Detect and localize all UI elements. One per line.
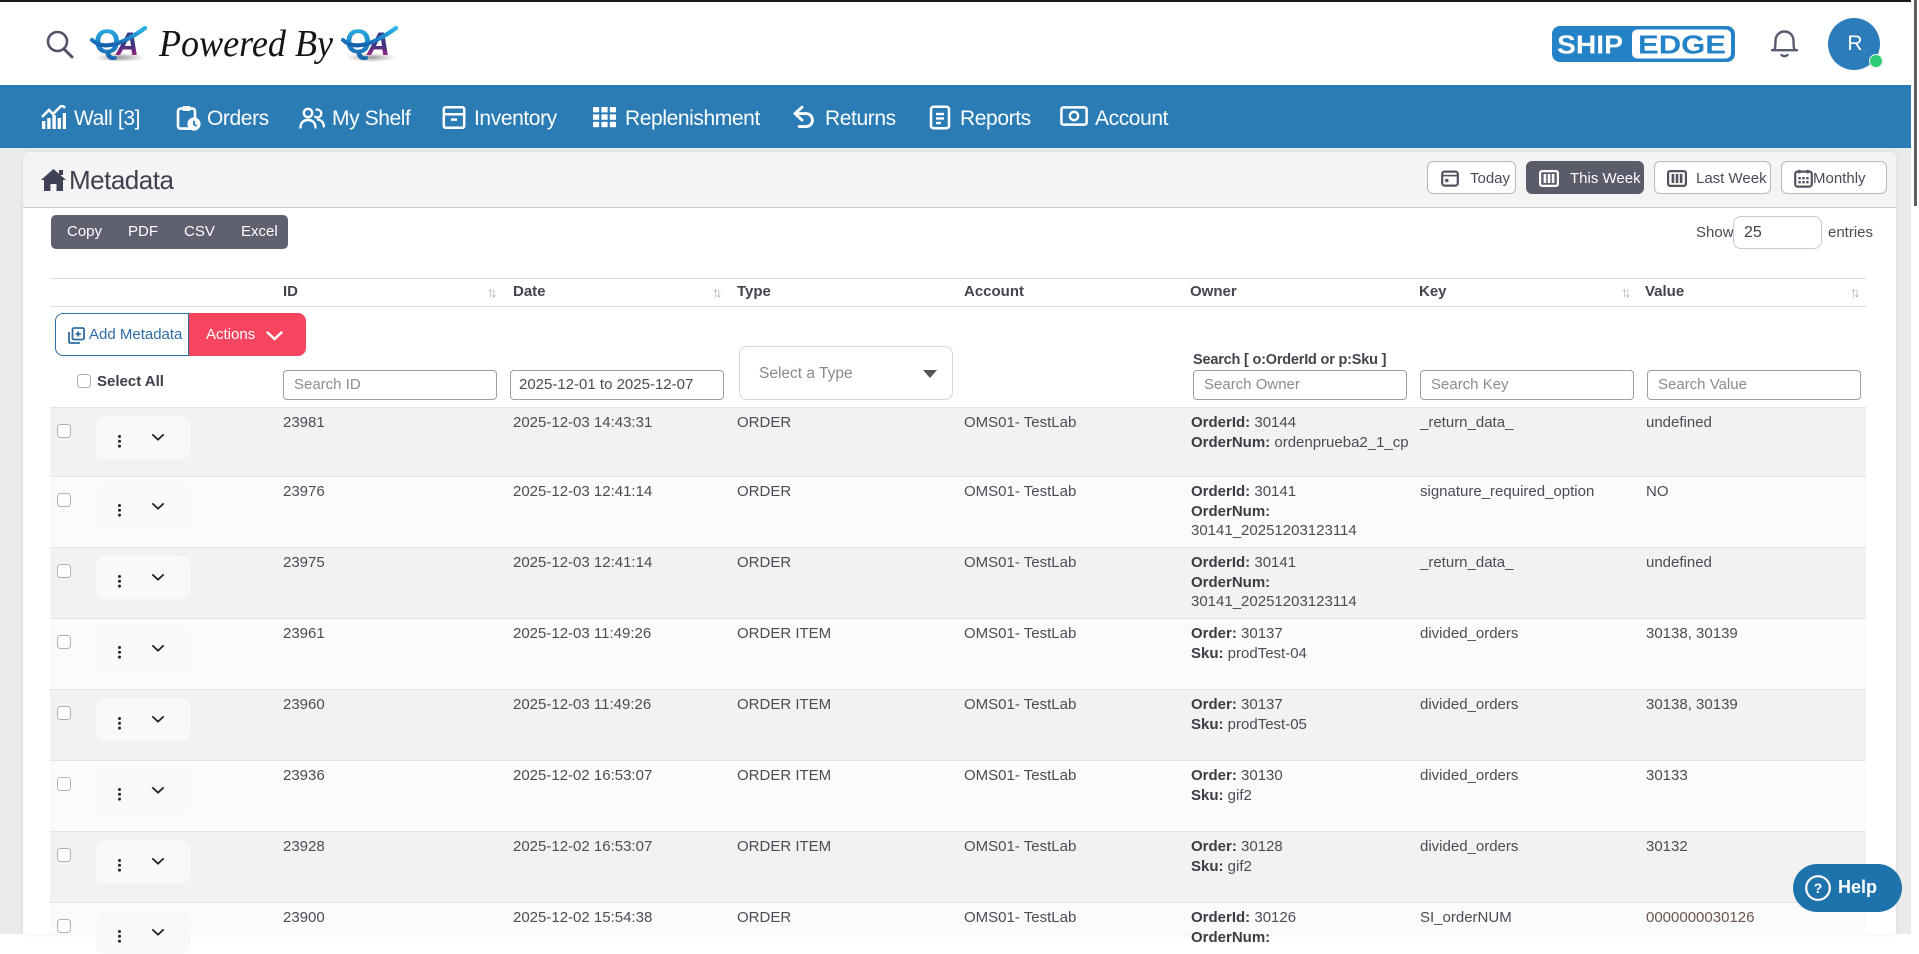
svg-text:SHIP: SHIP (1557, 30, 1623, 60)
svg-text:?: ? (1814, 880, 1823, 896)
svg-text:Powered By: Powered By (158, 23, 333, 65)
svg-text:EDGE: EDGE (1638, 30, 1726, 60)
